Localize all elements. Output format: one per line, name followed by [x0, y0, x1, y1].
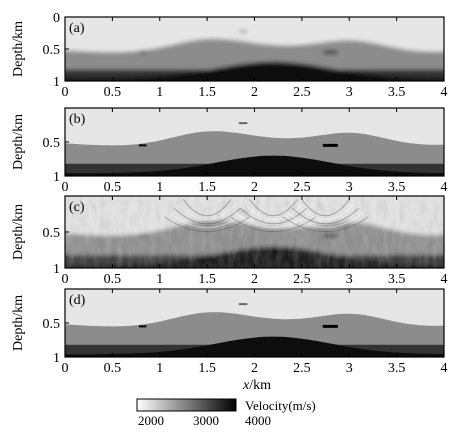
x-tick-label: 3 [346, 180, 353, 195]
x-tick-label: 1.5 [198, 361, 216, 376]
x-tick-label: 3 [346, 85, 353, 100]
y-tick-label: 0.5 [43, 136, 61, 151]
colorbar-label: Velocity(m/s) [245, 398, 316, 413]
x-tick-label: 4 [441, 361, 448, 376]
colorbar: 2000 3000 4000 Velocity(m/s) [136, 398, 316, 428]
artifact-arc [230, 216, 317, 233]
artifact-arc [168, 212, 246, 229]
x-tick-label: 4 [441, 180, 448, 195]
dome-body [65, 155, 444, 176]
lens-3 [322, 143, 338, 147]
artifact-arc [173, 207, 241, 225]
panel-1: 0 0.5 1 1.5 2 2.5 3 3.5 4 0 0.5 1 (a) Depth/km [11, 11, 448, 100]
artifact-arc [249, 199, 298, 217]
lens-1 [138, 144, 147, 147]
velocity-image [65, 289, 444, 357]
artifact-arc [287, 212, 364, 229]
y-axis-label: Depth/km [11, 21, 26, 77]
y-tick-label: 0 [53, 11, 60, 26]
x-tick-label: 0 [62, 361, 69, 376]
x-tick-label: 4 [441, 272, 448, 287]
x-tick-label: 1 [156, 361, 163, 376]
x-tick-label: 1 [156, 180, 163, 195]
x-tick-label: 1.5 [198, 180, 216, 195]
lens-3 [322, 324, 338, 328]
x-tick-label: 2.5 [293, 361, 311, 376]
x-tick-label: 3.5 [388, 272, 406, 287]
y-tick-label: 0.5 [43, 226, 61, 241]
y-axis-label: Depth/km [11, 114, 26, 170]
y-tick-label: 1 [53, 170, 60, 185]
x-tick-label: 0 [62, 85, 69, 100]
panel-label: (a) [69, 21, 85, 36]
x-tick-label: 2 [251, 272, 258, 287]
x-tick-label: 2 [251, 85, 258, 100]
x-tick-label: 3.5 [388, 180, 406, 195]
colorbar-tick-label: 2000 [138, 413, 164, 428]
lens-2 [238, 122, 248, 125]
x-tick-label: 3.5 [388, 361, 406, 376]
x-tick-label: 3 [346, 272, 353, 287]
artifact-arc [164, 216, 251, 233]
panel-label: (d) [69, 293, 86, 308]
x-tick-label: 3.5 [388, 85, 406, 100]
x-axis-label: x/km [242, 378, 271, 393]
artifact-arc [178, 203, 236, 221]
y-tick-label: 0.5 [43, 43, 61, 58]
panels-group: 0 0.5 1 1.5 2 2.5 3 3.5 4 0 0.5 1 (a) Depth/km 0 0.5 1 1.… [11, 11, 448, 393]
panel-4: 0 0.5 1 1.5 2 2.5 3 3.5 4 0.5 1 (d) Depth/km [11, 288, 448, 376]
x-tick-label: 1.5 [198, 272, 216, 287]
panel-label: (b) [69, 112, 86, 127]
y-axis-label: Depth/km [11, 295, 26, 351]
y-tick-label: 1 [53, 262, 60, 277]
x-tick-label: 2 [251, 180, 258, 195]
x-tick-label: 0.5 [104, 85, 122, 100]
x-tick-label: 2 [251, 361, 258, 376]
x-tick-label: 1 [156, 272, 163, 287]
lens-3 [322, 50, 338, 54]
lens-1 [138, 325, 147, 328]
artifact-arc [235, 212, 312, 229]
colorbar-tick-label: 4000 [245, 413, 271, 428]
velocity-image [65, 17, 444, 81]
colorbar-tick-label: 3000 [193, 413, 219, 428]
x-tick-label: 0.5 [104, 361, 122, 376]
panel-2: 0 0.5 1 1.5 2 2.5 3 3.5 4 0.5 1 (b) Depth/km [11, 107, 448, 195]
panel-3: 0 0.5 1 1.5 2 2.5 3 3.5 4 0.5 1 (c) Depth/km [11, 195, 448, 287]
x-tick-label: 0 [62, 180, 69, 195]
y-tick-label: 1 [53, 351, 60, 366]
velocity-image [65, 196, 444, 268]
x-tick-label: 0.5 [104, 272, 122, 287]
y-tick-label: 0.5 [43, 317, 61, 332]
colorbar-gradient [136, 398, 237, 412]
artifact-arc [301, 199, 350, 217]
y-tick-label: 1 [53, 75, 60, 90]
x-tick-label: 4 [441, 85, 448, 100]
lens-2 [238, 30, 248, 33]
artifact-arc [282, 216, 369, 233]
panel-label: (c) [69, 200, 85, 215]
lens-1 [138, 51, 147, 54]
lens-2 [238, 303, 248, 306]
x-tick-label: 0.5 [104, 180, 122, 195]
artifact-arc [296, 203, 355, 221]
x-tick-label: 0 [62, 272, 69, 287]
x-tick-label: 1.5 [198, 85, 216, 100]
x-tick-label: 2.5 [293, 180, 311, 195]
dome-body [65, 336, 444, 357]
dome-body [65, 61, 444, 81]
artifact-arc [183, 199, 232, 217]
x-tick-label: 3 [346, 361, 353, 376]
velocity-image [65, 108, 444, 176]
x-tick-label: 1 [156, 85, 163, 100]
artifact-texture [65, 196, 444, 268]
artifact-arc [292, 207, 360, 225]
y-axis-label: Depth/km [11, 204, 26, 260]
x-tick-label: 2.5 [293, 272, 311, 287]
artifact-arc [239, 207, 307, 225]
artifact-arc [244, 203, 303, 221]
x-tick-label: 2.5 [293, 85, 311, 100]
